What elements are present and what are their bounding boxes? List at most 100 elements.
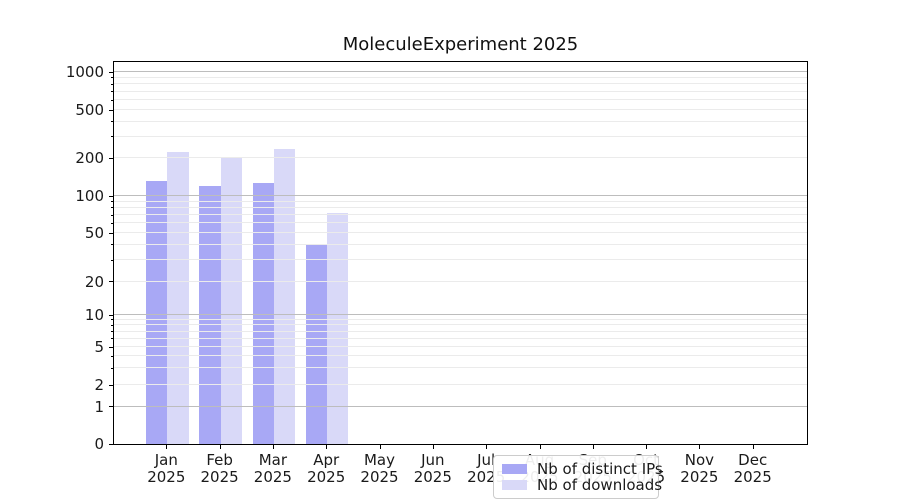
gridline xyxy=(114,384,807,385)
x-tick-label-month: Apr xyxy=(313,451,340,469)
y-tick-label: 1 xyxy=(94,397,104,416)
y-tick-label: 5 xyxy=(94,338,104,356)
y-minor-tick-mark xyxy=(111,222,113,224)
x-tick-label-month: Jan xyxy=(154,451,178,469)
y-tick-mark xyxy=(109,195,113,197)
y-tick-label: 2 xyxy=(94,376,104,394)
x-tick-label-month: Jul xyxy=(477,451,496,469)
x-tick-mark xyxy=(486,445,488,449)
legend-swatch-downloads xyxy=(502,480,527,490)
y-tick-mark xyxy=(109,314,113,316)
gridline xyxy=(114,135,807,137)
gridline xyxy=(114,206,807,208)
y-minor-tick-mark xyxy=(111,338,113,340)
gridline xyxy=(114,90,807,92)
y-minor-tick-mark xyxy=(111,214,113,216)
legend-label-distinct-ips: Nb of distinct IPs xyxy=(537,460,663,478)
x-tick-label-year: 2025 xyxy=(147,468,186,486)
gridline xyxy=(114,83,807,85)
x-tick-label: Nov 2025 xyxy=(667,452,731,486)
x-tick-mark xyxy=(326,445,328,449)
gridline xyxy=(114,76,807,78)
gridline xyxy=(114,259,807,260)
y-minor-tick-mark xyxy=(111,355,113,357)
gridline xyxy=(114,200,807,202)
gridline xyxy=(114,222,807,224)
gridline xyxy=(114,280,807,282)
y-tick-mark xyxy=(109,232,113,234)
y-tick-label: 50 xyxy=(84,224,104,242)
y-minor-tick-mark xyxy=(111,121,113,123)
x-tick-mark xyxy=(539,445,541,449)
y-tick-mark xyxy=(109,443,113,445)
x-tick-mark xyxy=(272,445,274,449)
y-minor-tick-mark xyxy=(111,331,113,332)
y-tick-mark xyxy=(109,71,113,73)
y-minor-tick-mark xyxy=(111,201,113,203)
x-tick-label-year: 2025 xyxy=(253,468,292,486)
bar-downloads-apr xyxy=(327,212,349,444)
gridline xyxy=(114,243,807,245)
gridline xyxy=(114,195,807,196)
legend: Nb of distinct IPs Nb of downloads xyxy=(493,455,663,499)
gridline xyxy=(114,157,807,158)
x-tick-mark xyxy=(432,445,434,449)
x-tick-mark xyxy=(166,445,168,449)
bar-distinct-ips-apr xyxy=(305,244,328,444)
x-tick-label-year: 2025 xyxy=(413,468,452,486)
y-tick-label: 0 xyxy=(94,435,104,453)
x-tick-label-year: 2025 xyxy=(733,468,772,486)
gridline xyxy=(114,337,807,339)
legend-swatch-distinct-ips xyxy=(502,464,527,474)
x-tick-label: Feb 2025 xyxy=(188,452,252,486)
x-tick-label-year: 2025 xyxy=(360,468,399,486)
gridline xyxy=(114,214,807,215)
gridline xyxy=(114,120,807,122)
x-tick-label: May 2025 xyxy=(348,452,412,486)
gridline xyxy=(114,355,807,357)
gridline xyxy=(114,346,807,347)
y-minor-tick-mark xyxy=(111,259,113,261)
y-tick-mark xyxy=(109,346,113,348)
y-minor-tick-mark xyxy=(111,367,113,369)
gridline xyxy=(114,367,807,369)
y-tick-mark xyxy=(109,406,113,407)
x-tick-mark xyxy=(752,445,754,449)
x-tick-label: Jan 2025 xyxy=(134,452,198,486)
x-tick-label-month: Jun xyxy=(421,451,445,469)
y-minor-tick-mark xyxy=(111,91,113,93)
chart-title: MoleculeExperiment 2025 xyxy=(342,34,579,55)
y-tick-mark xyxy=(109,281,113,282)
x-tick-label-month: Feb xyxy=(206,451,233,469)
y-tick-label: 200 xyxy=(75,149,104,167)
y-tick-label: 500 xyxy=(75,101,104,119)
x-tick-label-year: 2025 xyxy=(307,468,346,486)
x-tick-mark xyxy=(379,445,381,449)
bar-downloads-feb xyxy=(220,158,242,444)
gridline xyxy=(114,405,807,407)
y-tick-label: 20 xyxy=(84,272,104,291)
x-tick-mark xyxy=(219,445,221,449)
y-minor-tick-mark xyxy=(111,136,113,138)
y-minor-tick-mark xyxy=(111,207,113,209)
bar-distinct-ips-jan xyxy=(146,180,168,444)
x-tick-mark xyxy=(699,445,701,449)
x-tick-label-year: 2025 xyxy=(200,468,239,486)
y-tick-mark xyxy=(109,109,113,111)
gridline xyxy=(114,109,807,110)
gridline xyxy=(114,71,807,72)
x-tick-label-year: 2025 xyxy=(680,468,719,486)
x-tick-label: Mar 2025 xyxy=(241,452,305,486)
x-tick-mark xyxy=(592,445,594,449)
y-minor-tick-mark xyxy=(111,244,113,246)
bar-downloads-jan xyxy=(167,151,189,444)
gridline xyxy=(114,232,807,233)
y-tick-mark xyxy=(109,157,113,159)
y-minor-tick-mark xyxy=(111,99,113,101)
gridline xyxy=(114,314,807,315)
plot-area: Nb of distinct IPs Nb of downloads xyxy=(113,61,808,499)
gridline xyxy=(114,99,807,100)
y-minor-tick-mark xyxy=(111,83,113,85)
y-minor-tick-mark xyxy=(111,319,113,321)
y-tick-label: 100 xyxy=(75,187,104,205)
